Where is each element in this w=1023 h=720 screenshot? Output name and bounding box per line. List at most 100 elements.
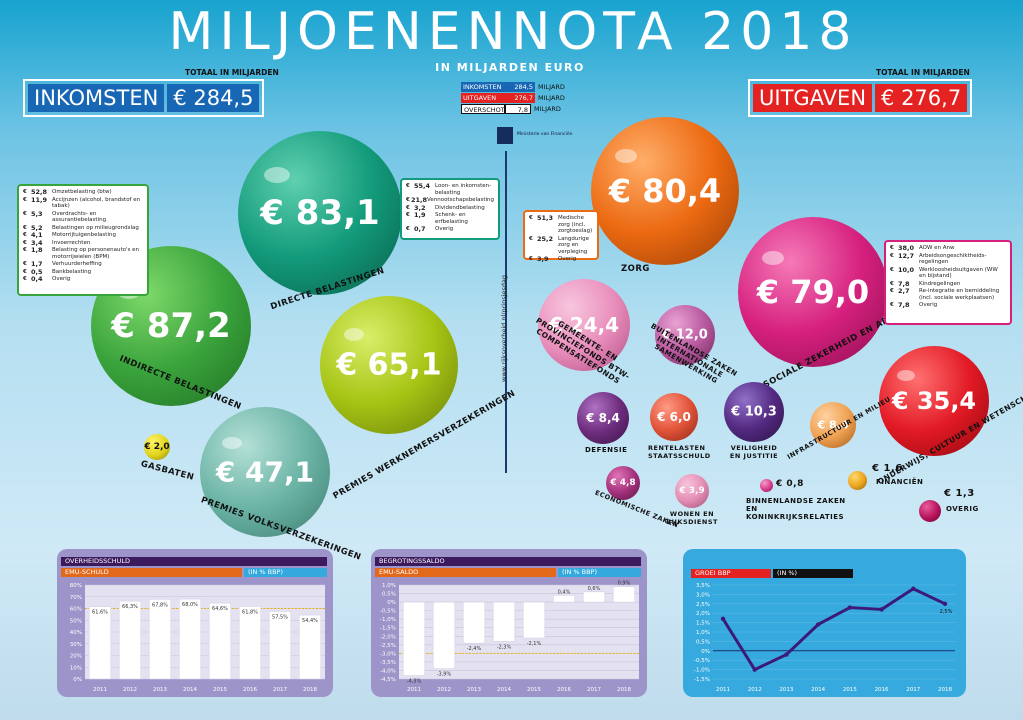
x-tick-label: 2011 bbox=[93, 687, 107, 693]
page-subtitle: IN MILJARDEN EURO bbox=[435, 61, 585, 74]
list-sociale-zekerheid: €38,0 AOW en Anw €12,7 Arbeidsongeschikthe… bbox=[884, 240, 1012, 325]
x-tick-label: 2016 bbox=[557, 687, 571, 693]
data-point bbox=[911, 586, 916, 591]
data-label: 67,8% bbox=[152, 602, 168, 608]
x-tick-label: 2016 bbox=[875, 687, 889, 693]
label-gasbaten: GASBATEN bbox=[139, 459, 196, 483]
expenses-total-box: UITGAVEN € 276,7 bbox=[748, 79, 973, 117]
summary-table: INKOMSTEN 284,5 MILJARD UITGAVEN 276,7 M… bbox=[461, 82, 565, 115]
data-label: 2,5% bbox=[940, 609, 953, 615]
income-total-box: INKOMSTEN € 284,5 bbox=[23, 79, 265, 117]
list-item: €10,0 Werkloosheidsuitgaven (WW en bijsta… bbox=[890, 265, 998, 279]
series-line bbox=[721, 587, 946, 672]
x-tick-label: 2013 bbox=[153, 687, 167, 693]
y-tick-label: 0% bbox=[73, 677, 82, 683]
data-point bbox=[784, 652, 789, 657]
bar bbox=[462, 601, 486, 644]
list-item: €2,7 Re-integratie en bemiddeling (incl. … bbox=[890, 287, 1000, 301]
data-label: -4,3% bbox=[407, 679, 422, 685]
bubble-overig bbox=[919, 500, 941, 522]
y-tick-label: 70% bbox=[70, 595, 82, 601]
data-label: 54,4% bbox=[302, 618, 318, 624]
chart-overheidsschuld: 0% 10% 20% 30% 40% 50% 60% 70% 80% 61,6% 2011 66,3%… bbox=[70, 583, 325, 693]
list-item: €3,9 Overig bbox=[529, 255, 577, 263]
y-tick-label: 1,5% bbox=[696, 621, 710, 627]
bar bbox=[88, 606, 112, 680]
data-label: 57,5% bbox=[272, 614, 288, 620]
data-point bbox=[720, 616, 726, 622]
bar bbox=[148, 599, 172, 680]
y-tick-label: 2,0% bbox=[696, 611, 710, 617]
bar bbox=[118, 600, 142, 680]
list-item: €11,9 Accijnzen (alcohol, brandstof en ta… bbox=[23, 195, 141, 209]
income-total-header: TOTAAL IN MILJARDEN bbox=[185, 68, 279, 77]
y-tick-label: -2,0% bbox=[380, 634, 396, 640]
bar bbox=[582, 591, 606, 603]
x-tick-label: 2014 bbox=[811, 687, 825, 693]
label-wonen: WONEN EN RIJKSDIENST bbox=[666, 510, 718, 526]
bar bbox=[178, 598, 202, 680]
bar bbox=[238, 606, 262, 680]
y-tick-label: 2,5% bbox=[696, 602, 710, 608]
list-item: €21,8 Vennootschapsbelasting bbox=[406, 196, 494, 204]
bar bbox=[432, 601, 456, 669]
y-tick-label: 3,0% bbox=[696, 592, 710, 598]
x-tick-label: 2015 bbox=[527, 687, 541, 693]
list-item: €3,2 Dividendbelasting bbox=[406, 203, 485, 212]
chart-groei-bbp: 3,5% 3,0% 2,5% 2,0% 1,5% 1,0% 0,5% 0% -0,5% -1,0%… bbox=[694, 583, 955, 693]
x-tick-label: 2016 bbox=[243, 687, 257, 693]
expenses-total-header: TOTAAL IN MILJARDEN bbox=[876, 68, 970, 77]
bar bbox=[492, 601, 516, 642]
x-tick-label: 2013 bbox=[779, 687, 793, 693]
page-title: MILJOENENNOTA 2018 bbox=[168, 2, 858, 62]
label-rentelasten: RENTELASTEN STAATSSCHULD bbox=[648, 444, 711, 460]
amount-binnenlandse-zaken: € 0,8 bbox=[776, 479, 804, 489]
bubble-premies-volksverzekeringen: € 47,1 bbox=[200, 407, 330, 537]
data-label: 64,6% bbox=[212, 606, 228, 612]
data-label: 0,4% bbox=[558, 589, 571, 595]
bubble-veiligheid: € 10,3 bbox=[724, 382, 784, 442]
bubble-economische-zaken: € 4,8 bbox=[606, 466, 640, 500]
x-tick-label: 2014 bbox=[497, 687, 511, 693]
bubble-binnenlandse-zaken bbox=[760, 479, 773, 492]
data-label: 61,6% bbox=[92, 610, 108, 616]
chart-begrotingssaldo: 1,0% 0,5% 0% -0,5% -1,0% -1,5% -2,0% -2,5% -3,0%… bbox=[380, 581, 639, 693]
y-tick-label: -4,5% bbox=[380, 677, 396, 683]
list-item: €51,3 Medische zorg (incl. zorgtoeslag) bbox=[529, 214, 593, 234]
label-financien: FINANCIËN bbox=[876, 478, 924, 486]
y-tick-label: -2,5% bbox=[380, 643, 396, 649]
y-tick-label: 1,0% bbox=[382, 583, 396, 589]
y-tick-label: 50% bbox=[70, 618, 82, 624]
data-point bbox=[942, 601, 948, 606]
income-value: € 284,5 bbox=[167, 84, 260, 112]
summary-row-surplus: OVERSCHOT 7,8 MILJARD bbox=[461, 104, 565, 114]
x-tick-label: 2011 bbox=[407, 687, 421, 693]
label-veiligheid: VEILIGHEID EN JUSTITIE bbox=[729, 444, 779, 460]
label-overig: OVERIG bbox=[946, 505, 979, 513]
label-zorg: ZORG bbox=[621, 264, 650, 274]
data-label: 61,8% bbox=[242, 609, 258, 615]
y-tick-label: -0,5% bbox=[380, 609, 396, 615]
list-item: €0,7 Overig bbox=[406, 225, 454, 233]
website-url[interactable]: www.rijksoverheid.nl/prinsjesdag bbox=[500, 274, 508, 382]
list-item: €5,3 Overdrachts- en assurantiebelasting bbox=[23, 209, 107, 223]
y-tick-label: 0,5% bbox=[696, 639, 710, 645]
y-tick-label: -3,5% bbox=[380, 660, 396, 666]
bubble-sociale-zekerheid: € 79,0 bbox=[738, 217, 888, 367]
expenses-value: € 276,7 bbox=[875, 84, 968, 112]
list-item: €0,5 Bankbelasting bbox=[23, 267, 92, 276]
y-tick-label: -0,5% bbox=[694, 658, 710, 664]
data-label: 66,3% bbox=[122, 604, 138, 610]
list-item: €4,1 Motorrijtuigenbelasting bbox=[23, 231, 116, 239]
list-item: €0,4 Overig bbox=[23, 275, 71, 283]
y-tick-label: 60% bbox=[70, 607, 82, 613]
bubble-wonen: € 3,9 bbox=[675, 474, 709, 508]
x-tick-label: 2018 bbox=[938, 687, 952, 693]
x-tick-label: 2012 bbox=[748, 687, 762, 693]
bar bbox=[612, 586, 636, 603]
list-item: €3,4 Invoerrechten bbox=[23, 238, 91, 247]
data-point bbox=[879, 607, 884, 612]
y-tick-label: 40% bbox=[70, 630, 82, 636]
list-indirecte-belastingen: €52,8 Omzetbelasting (btw) €11,9 Accijnzen… bbox=[17, 184, 149, 296]
bubble-gemeentefonds: € 24,4 bbox=[538, 279, 630, 371]
